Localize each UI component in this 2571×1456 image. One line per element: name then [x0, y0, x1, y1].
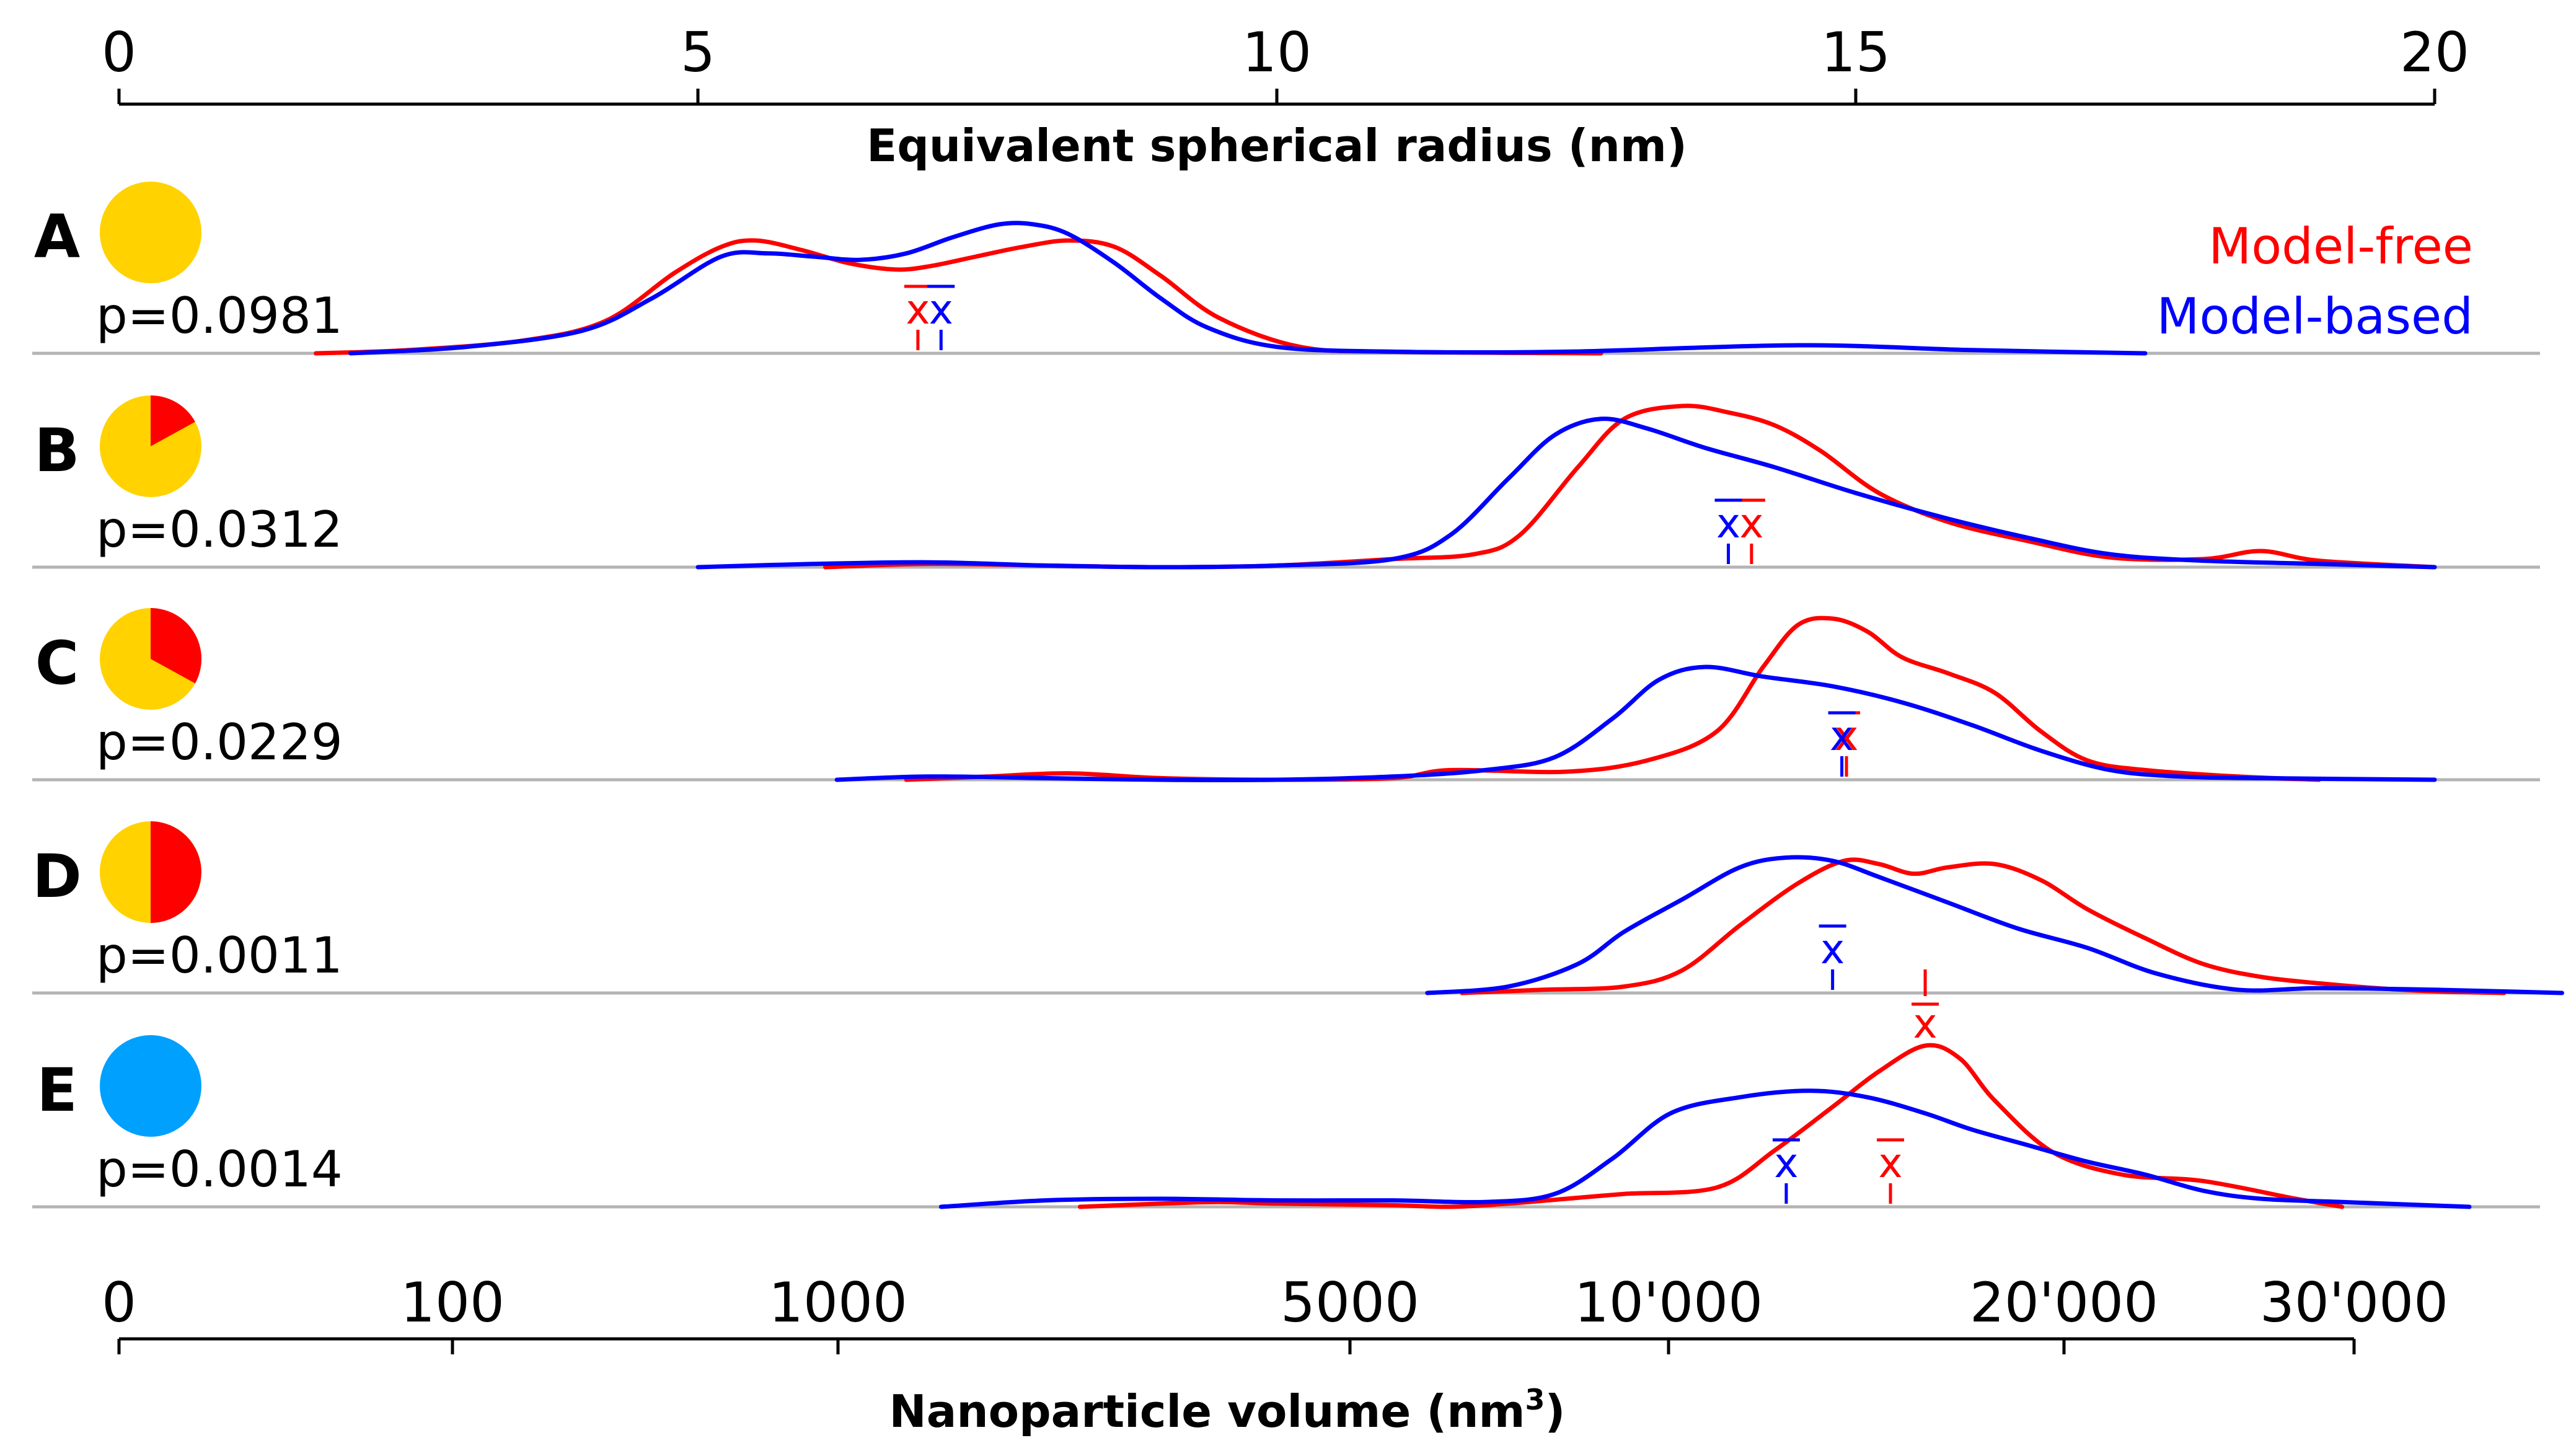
mean-label: x: [1879, 1139, 1903, 1187]
mean-label: x: [1774, 1139, 1798, 1187]
mean-label: x: [1739, 500, 1763, 547]
panel-letter: C: [35, 629, 79, 698]
bottom-axis-title-superscript: 3: [1525, 1383, 1545, 1416]
p-value: p=0.0014: [96, 1141, 343, 1198]
top-tick-label: 0: [102, 20, 136, 84]
panel-letter: B: [34, 416, 79, 485]
p-value: p=0.0011: [96, 927, 343, 984]
p-value: p=0.0229: [96, 713, 343, 771]
bottom-tick-label: 5000: [1281, 1271, 1419, 1335]
mean-label: x: [1830, 712, 1854, 760]
density-chart: 0 5 10 15 20 Equivalent spherical radius (nm…: [0, 0, 2571, 1453]
mean-label: x: [929, 286, 953, 333]
bottom-tick-label: 20'000: [1970, 1271, 2158, 1335]
pie-base: [100, 182, 201, 283]
pie-base: [100, 1035, 201, 1137]
mean-label: x: [906, 286, 930, 333]
bottom-tick-label: 1000: [769, 1271, 907, 1335]
top-tick-label: 15: [1821, 20, 1890, 84]
mean-label: x: [1820, 925, 1845, 973]
bottom-axis-title: Nanoparticle volume (nm3): [889, 1383, 1566, 1437]
top-tick-label: 5: [681, 20, 715, 84]
bottom-axis-title-close: ): [1545, 1385, 1566, 1437]
p-value: p=0.0312: [96, 501, 343, 558]
panel-letter: A: [34, 202, 80, 271]
legend-model-based: Model-based: [2156, 288, 2473, 345]
bottom-tick-label: 100: [400, 1271, 505, 1335]
mean-label: x: [1716, 500, 1740, 547]
p-value: p=0.0981: [96, 287, 343, 345]
bottom-tick-label: 30'000: [2260, 1271, 2448, 1335]
top-tick-label: 20: [2400, 20, 2469, 84]
top-axis-title: Equivalent spherical radius (nm): [867, 120, 1687, 172]
bottom-tick-label: 10'000: [1574, 1271, 1763, 1335]
bottom-tick-label: 0: [102, 1271, 136, 1335]
top-tick-label: 10: [1242, 20, 1312, 84]
panel-letter: D: [32, 842, 82, 911]
figure: 0 5 10 15 20 Equivalent spherical radius (nm…: [0, 0, 2571, 1453]
legend-model-free: Model-free: [2208, 218, 2473, 275]
mean-label: x: [1913, 1000, 1938, 1048]
bottom-axis-title-main: Nanoparticle volume (nm: [889, 1385, 1525, 1437]
panel-letter: E: [37, 1056, 77, 1125]
